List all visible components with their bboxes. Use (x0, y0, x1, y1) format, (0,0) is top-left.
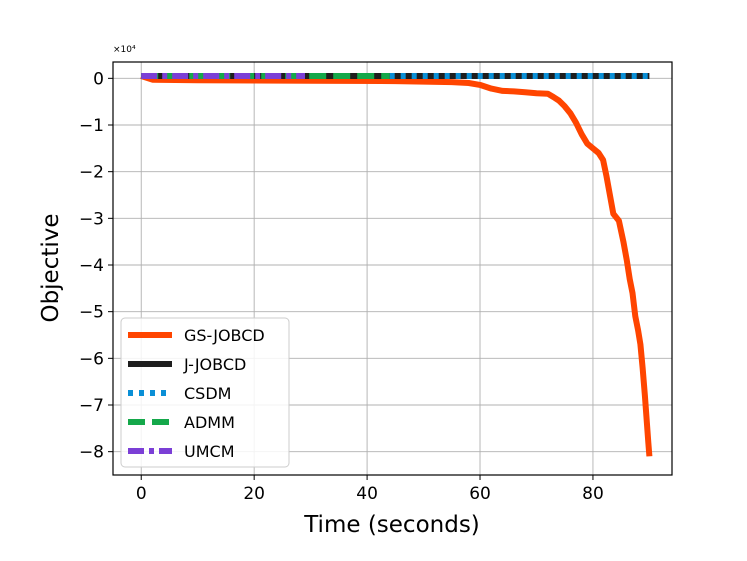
legend-label: UMCM (184, 442, 235, 461)
data-series (140, 73, 653, 457)
x-tick-label: 0 (136, 484, 147, 504)
y-tick-label: −4 (79, 256, 104, 276)
x-axis-label: Time (seconds) (303, 512, 480, 538)
x-tick-label: 40 (356, 484, 378, 504)
y-tick-label: −6 (79, 349, 104, 369)
y-tick-label: −2 (79, 163, 104, 183)
axis-ticks: 0 20 40 60 80 0 −1 −2 −3 −4 −5 −6 −7 −8 (79, 69, 604, 504)
y-tick-label: −1 (79, 116, 104, 136)
legend-label: ADMM (184, 413, 235, 432)
y-tick-label: −8 (79, 443, 104, 463)
y-tick-label: 0 (93, 69, 104, 89)
y-tick-label: −3 (79, 209, 104, 229)
legend-box (120, 317, 290, 468)
x-tick-label: 80 (582, 484, 604, 504)
x-tick-label: 60 (469, 484, 491, 504)
legend: GS-JOBCD J-JOBCD CSDM ADMM UMCM (120, 317, 290, 468)
y-axis-label: Objective (38, 213, 64, 322)
legend-label: J-JOBCD (183, 355, 246, 374)
plot-frame (112, 61, 673, 476)
legend-label: CSDM (184, 384, 231, 403)
legend-label: GS-JOBCD (184, 326, 265, 345)
x-tick-label: 20 (243, 484, 265, 504)
y-tick-label: −7 (79, 396, 104, 416)
series-line-gs-jobcd (140, 73, 653, 457)
y-tick-label: −5 (79, 303, 104, 323)
y-scale-label: ×10⁴ (113, 45, 136, 55)
